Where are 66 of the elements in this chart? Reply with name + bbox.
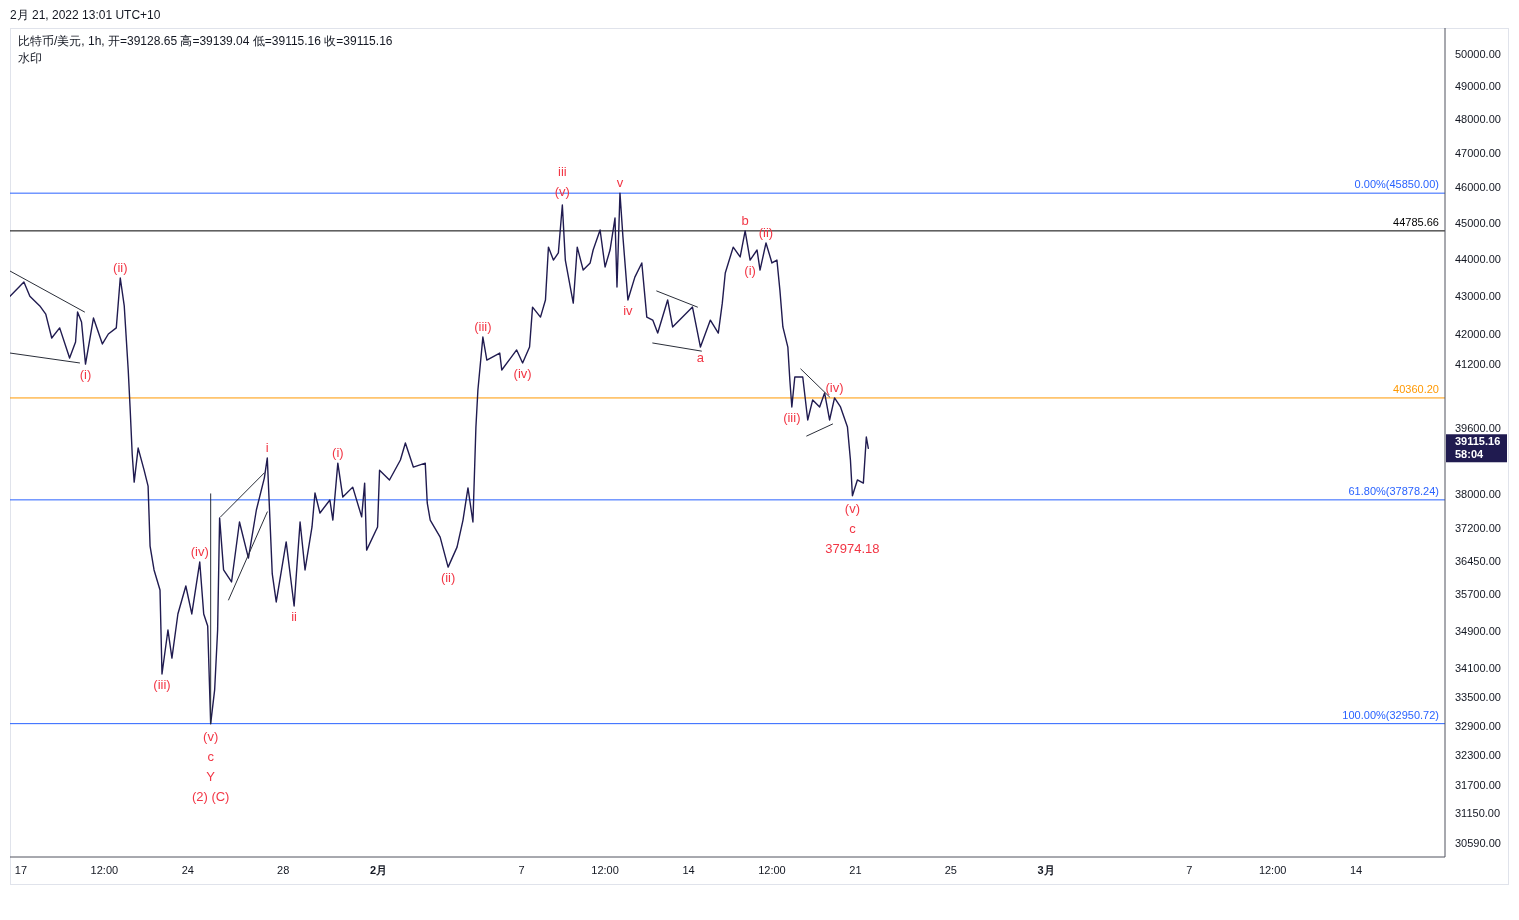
- annotation: (iv): [513, 365, 532, 381]
- annotation: (ii): [440, 570, 456, 586]
- annotation: i: [265, 439, 269, 455]
- y-tick-label: 47000.00: [1455, 146, 1501, 159]
- annotation: (v) c Y (2) (C): [191, 727, 230, 806]
- y-tick-label: 39600.00: [1455, 421, 1501, 434]
- annotation: ii: [291, 609, 297, 625]
- y-tick-label: 48000.00: [1455, 113, 1501, 126]
- y-tick-label: 45000.00: [1455, 216, 1501, 229]
- text: 水印: [18, 51, 42, 65]
- annotation: v: [616, 175, 624, 191]
- y-tick-label: 39115.16 58:04: [1455, 435, 1501, 461]
- x-tick-label: 12:00: [758, 863, 786, 876]
- y-tick-label: 34100.00: [1455, 662, 1501, 675]
- x-tick-label: 12:00: [591, 863, 619, 876]
- y-tick-label: 31700.00: [1455, 779, 1501, 792]
- annotation: (iv): [825, 379, 844, 395]
- annotation: (iii): [153, 677, 171, 693]
- x-tick-label: 12:00: [1258, 863, 1287, 876]
- y-tick-label: 42000.00: [1455, 327, 1501, 340]
- x-tick-label: 24: [181, 863, 194, 876]
- y-tick-label: 46000.00: [1455, 181, 1501, 194]
- x-tick-label: 2月: [370, 863, 388, 876]
- y-tick-label: 49000.00: [1455, 79, 1501, 92]
- ref-line-label: 40360.20: [1393, 382, 1439, 396]
- y-tick-label: 35700.00: [1455, 588, 1501, 601]
- annotation: a: [696, 350, 705, 366]
- text: 比特币/美元, 1h, 开=39128.65 高=39139.04 低=39115.16 收=39115.16: [18, 34, 393, 48]
- x-tick-label: 3月: [1037, 863, 1055, 876]
- x-tick-label: 7: [518, 863, 525, 876]
- y-tick-label: 43000.00: [1455, 289, 1501, 302]
- text: 2月 21, 2022 13:01 UTC+10: [10, 8, 161, 22]
- x-tick-label: 25: [944, 863, 957, 876]
- x-tick-label: 17: [14, 863, 28, 876]
- annotation: b: [741, 212, 749, 228]
- y-tick-label: 33500.00: [1455, 690, 1501, 703]
- annotation: (i): [332, 445, 344, 461]
- y-tick-label: 30590.00: [1455, 836, 1501, 849]
- x-tick-label: 12:00: [90, 863, 119, 876]
- y-tick-label: 32900.00: [1455, 719, 1501, 732]
- x-tick-label: 14: [682, 863, 695, 876]
- y-tick-label: 41200.00: [1455, 358, 1501, 371]
- ref-line-label: 100.00%(32950.72): [1342, 708, 1439, 722]
- y-tick-label: 44000.00: [1455, 252, 1501, 265]
- ref-line-label: 44785.66: [1393, 215, 1439, 229]
- annotation: iv: [623, 302, 633, 318]
- annotation: (ii): [113, 260, 128, 276]
- y-tick-label: 50000.00: [1455, 47, 1501, 60]
- ref-line-label: 61.80%(37878.24): [1348, 484, 1439, 498]
- x-tick-label: 7: [1186, 863, 1193, 876]
- y-tick-label: 37200.00: [1455, 522, 1501, 535]
- annotation: (v) c 37974.18: [825, 499, 880, 558]
- x-tick-label: 21: [849, 863, 862, 876]
- y-tick-label: 38000.00: [1455, 488, 1501, 501]
- annotation: (i): [744, 263, 756, 279]
- ref-line-label: 0.00%(45850.00): [1354, 178, 1439, 192]
- x-tick-label: 14: [1349, 863, 1363, 876]
- y-tick-label: 31150.00: [1455, 807, 1501, 820]
- annotation: (iv): [190, 544, 209, 560]
- x-tick-label: 28: [277, 863, 290, 876]
- y-tick-label: 34900.00: [1455, 624, 1501, 637]
- y-tick-label: 36450.00: [1455, 555, 1501, 568]
- y-tick-label: 32300.00: [1455, 749, 1501, 762]
- annotation: (i): [79, 367, 92, 383]
- annotation: (iii): [474, 319, 492, 335]
- annotation: (iii): [783, 409, 801, 425]
